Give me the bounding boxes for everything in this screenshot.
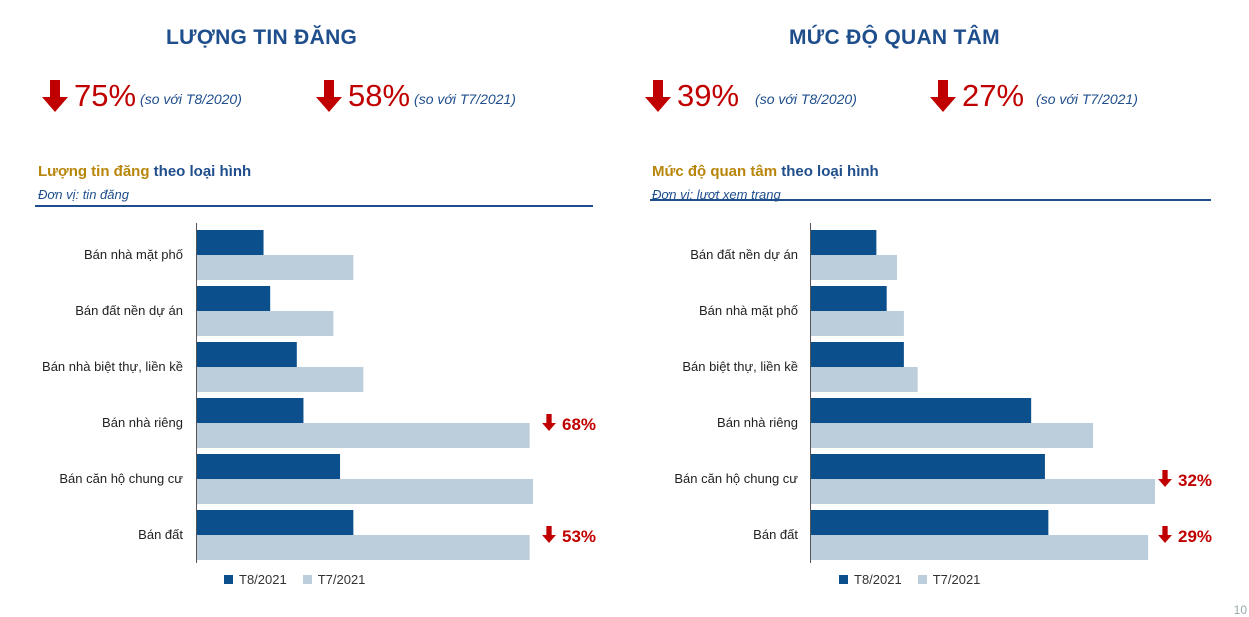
change-annotation-label: 29% <box>1178 527 1212 546</box>
section-title: LƯỢNG TIN ĐĂNG <box>166 26 358 49</box>
down-arrow-icon <box>1158 526 1172 543</box>
stat-value: 39% <box>677 78 740 113</box>
bar-t7-2021 <box>197 535 530 560</box>
legend-item-t8: T8/2021 <box>839 572 902 587</box>
chart-unit: Đơn vị: tin đăng <box>38 187 129 202</box>
bar-t7-2021 <box>811 535 1149 560</box>
panel-listings: LƯỢNG TIN ĐĂNG 75% (so với T8/2020) 58% … <box>0 0 624 611</box>
legend-item-t7: T7/2021 <box>917 572 981 587</box>
chart-title-highlight: Mức độ quan tâm <box>652 163 778 180</box>
bar-t8-2021 <box>811 342 904 367</box>
change-annotation: 53% <box>542 526 596 546</box>
change-annotation-label: 53% <box>562 527 596 546</box>
change-annotation: 32% <box>1158 470 1212 490</box>
legend-label-t8: T8/2021 <box>239 572 287 587</box>
bar-t7-2021 <box>197 479 533 504</box>
change-annotation-label: 32% <box>1178 471 1212 490</box>
bar-t8-2021 <box>197 230 264 255</box>
category-label: Bán nhà biệt thự, liền kề <box>42 359 183 374</box>
legend-swatch-t7 <box>302 575 312 584</box>
category-label: Bán đất nền dự án <box>75 303 183 318</box>
stat-value: 58% <box>348 78 411 113</box>
legend-swatch-t7 <box>917 575 927 584</box>
bar-t8-2021 <box>197 510 354 535</box>
bar-t8-2021 <box>811 510 1049 535</box>
category-label: Bán đất <box>753 527 798 542</box>
bar-t7-2021 <box>811 423 1094 448</box>
stat-vs-t8-2020: 75% (so với T8/2020) <box>42 78 242 114</box>
down-arrow-icon <box>930 80 956 112</box>
category-label: Bán nhà mặt phố <box>84 247 183 262</box>
chart-legend: T8/2021 T7/2021 <box>224 572 381 587</box>
bar-t8-2021 <box>811 286 887 311</box>
change-annotation: 29% <box>1158 526 1212 546</box>
bar-t7-2021 <box>197 255 354 280</box>
bar-t7-2021 <box>197 423 530 448</box>
section-title: MỨC ĐỘ QUAN TÂM <box>789 26 1000 49</box>
legend-swatch-t8 <box>224 575 233 584</box>
down-arrow-icon <box>42 80 68 112</box>
stat-note: (so với T7/2021) <box>414 91 516 107</box>
category-label: Bán căn hộ chung cư <box>59 471 183 486</box>
bar-t8-2021 <box>197 398 304 423</box>
chart-title-rule <box>650 199 1211 201</box>
chart-title: Lượng tin đăng theo loại hình <box>38 163 251 180</box>
category-label: Bán nhà riêng <box>717 415 798 430</box>
category-label: Bán nhà mặt phố <box>699 303 798 318</box>
legend-label-t8: T8/2021 <box>854 572 902 587</box>
bar-t8-2021 <box>811 230 877 255</box>
category-label: Bán đất <box>138 527 183 542</box>
change-annotation: 68% <box>542 414 596 434</box>
chart-unit: Đơn vị: lượt xem trang <box>652 187 781 202</box>
change-annotation-label: 68% <box>562 415 596 434</box>
category-label: Bán căn hộ chung cư <box>674 471 798 486</box>
chart-title: Mức độ quan tâm theo loại hình <box>652 163 879 180</box>
chart-title-suffix: theo loại hình <box>777 163 879 180</box>
chart-title-suffix: theo loại hình <box>149 163 252 180</box>
legend-item-t7: T7/2021 <box>302 572 366 587</box>
category-label: Bán biệt thự, liền kề <box>682 359 798 374</box>
legend-swatch-t8 <box>839 575 848 584</box>
legend-label-t7: T7/2021 <box>317 572 366 587</box>
bar-t7-2021 <box>811 479 1155 504</box>
category-label: Bán nhà riêng <box>102 415 183 430</box>
bar-t7-2021 <box>197 311 334 336</box>
stat-vs-t7-2021: 58% (so với T7/2021) <box>316 78 516 114</box>
category-label: Bán đất nền dự án <box>690 247 798 262</box>
bar-t8-2021 <box>811 398 1032 423</box>
stat-note: (so với T8/2020) <box>755 91 857 107</box>
stat-note: (so với T8/2020) <box>140 91 242 107</box>
interest-bar-chart: Bán đất nền dự án Bán nhà mặt phố Bán biệt… <box>674 223 1212 563</box>
stat-value: 27% <box>962 78 1025 113</box>
listings-bar-chart: Bán nhà mặt phố Bán đất nền dự án Bán nhà … <box>42 223 596 563</box>
chart-title-highlight: Lượng tin đăng <box>38 163 150 180</box>
bar-t8-2021 <box>197 454 341 479</box>
down-arrow-icon <box>1158 470 1172 487</box>
bar-t7-2021 <box>811 311 904 336</box>
down-arrow-icon <box>645 80 671 112</box>
stat-vs-t8-2020: 39% (so với T8/2020) <box>645 78 857 114</box>
legend-label-t7: T7/2021 <box>932 572 981 587</box>
stat-value: 75% <box>74 78 137 113</box>
down-arrow-icon <box>542 526 556 543</box>
bar-t8-2021 <box>197 342 297 367</box>
legend-item-t8: T8/2021 <box>224 572 287 587</box>
panel-interest: MỨC ĐỘ QUAN TÂM 39% (so với T8/2020) 27%… <box>625 0 1249 617</box>
bar-t8-2021 <box>197 286 271 311</box>
stat-vs-t7-2021: 27% (so với T7/2021) <box>930 78 1138 114</box>
down-arrow-icon <box>542 414 556 431</box>
stat-note: (so với T7/2021) <box>1036 91 1138 107</box>
down-arrow-icon <box>316 80 342 112</box>
bar-t7-2021 <box>197 367 364 392</box>
bar-t8-2021 <box>811 454 1045 479</box>
bar-t7-2021 <box>811 255 897 280</box>
bar-t7-2021 <box>811 367 918 392</box>
chart-title-rule <box>35 205 593 207</box>
page-number: 10 <box>1233 603 1247 617</box>
chart-legend: T8/2021 T7/2021 <box>839 572 996 587</box>
